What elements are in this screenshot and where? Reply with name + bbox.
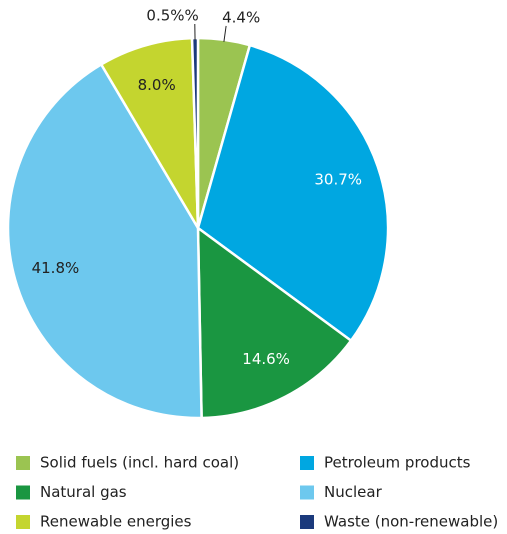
legend-label: Solid fuels (incl. hard coal) <box>40 454 239 472</box>
data-label: 30.7% <box>314 170 362 188</box>
data-label: 14.6% <box>242 350 290 368</box>
legend-label: Petroleum products <box>324 454 471 472</box>
legend-label: Waste (non-renewable) <box>324 513 498 531</box>
data-label: 41.8% <box>32 259 80 277</box>
legend-swatch <box>300 515 314 529</box>
pie-slice <box>196 225 353 420</box>
pie-slice <box>99 36 200 229</box>
legend-swatch <box>16 515 30 529</box>
legend-swatch <box>300 485 314 500</box>
data-label: 4.4% <box>222 8 260 26</box>
data-label: 8.0% <box>138 76 176 94</box>
legend-swatch <box>16 485 30 500</box>
pie-slice <box>196 43 390 343</box>
legend-label: Nuclear <box>324 483 383 501</box>
legend-swatch <box>16 456 30 470</box>
data-label: 0.5%% <box>146 7 198 25</box>
legend-swatch <box>300 456 314 470</box>
legend-label: Renewable energies <box>40 513 192 531</box>
leader-line <box>223 25 227 42</box>
legend-label: Natural gas <box>40 483 127 501</box>
